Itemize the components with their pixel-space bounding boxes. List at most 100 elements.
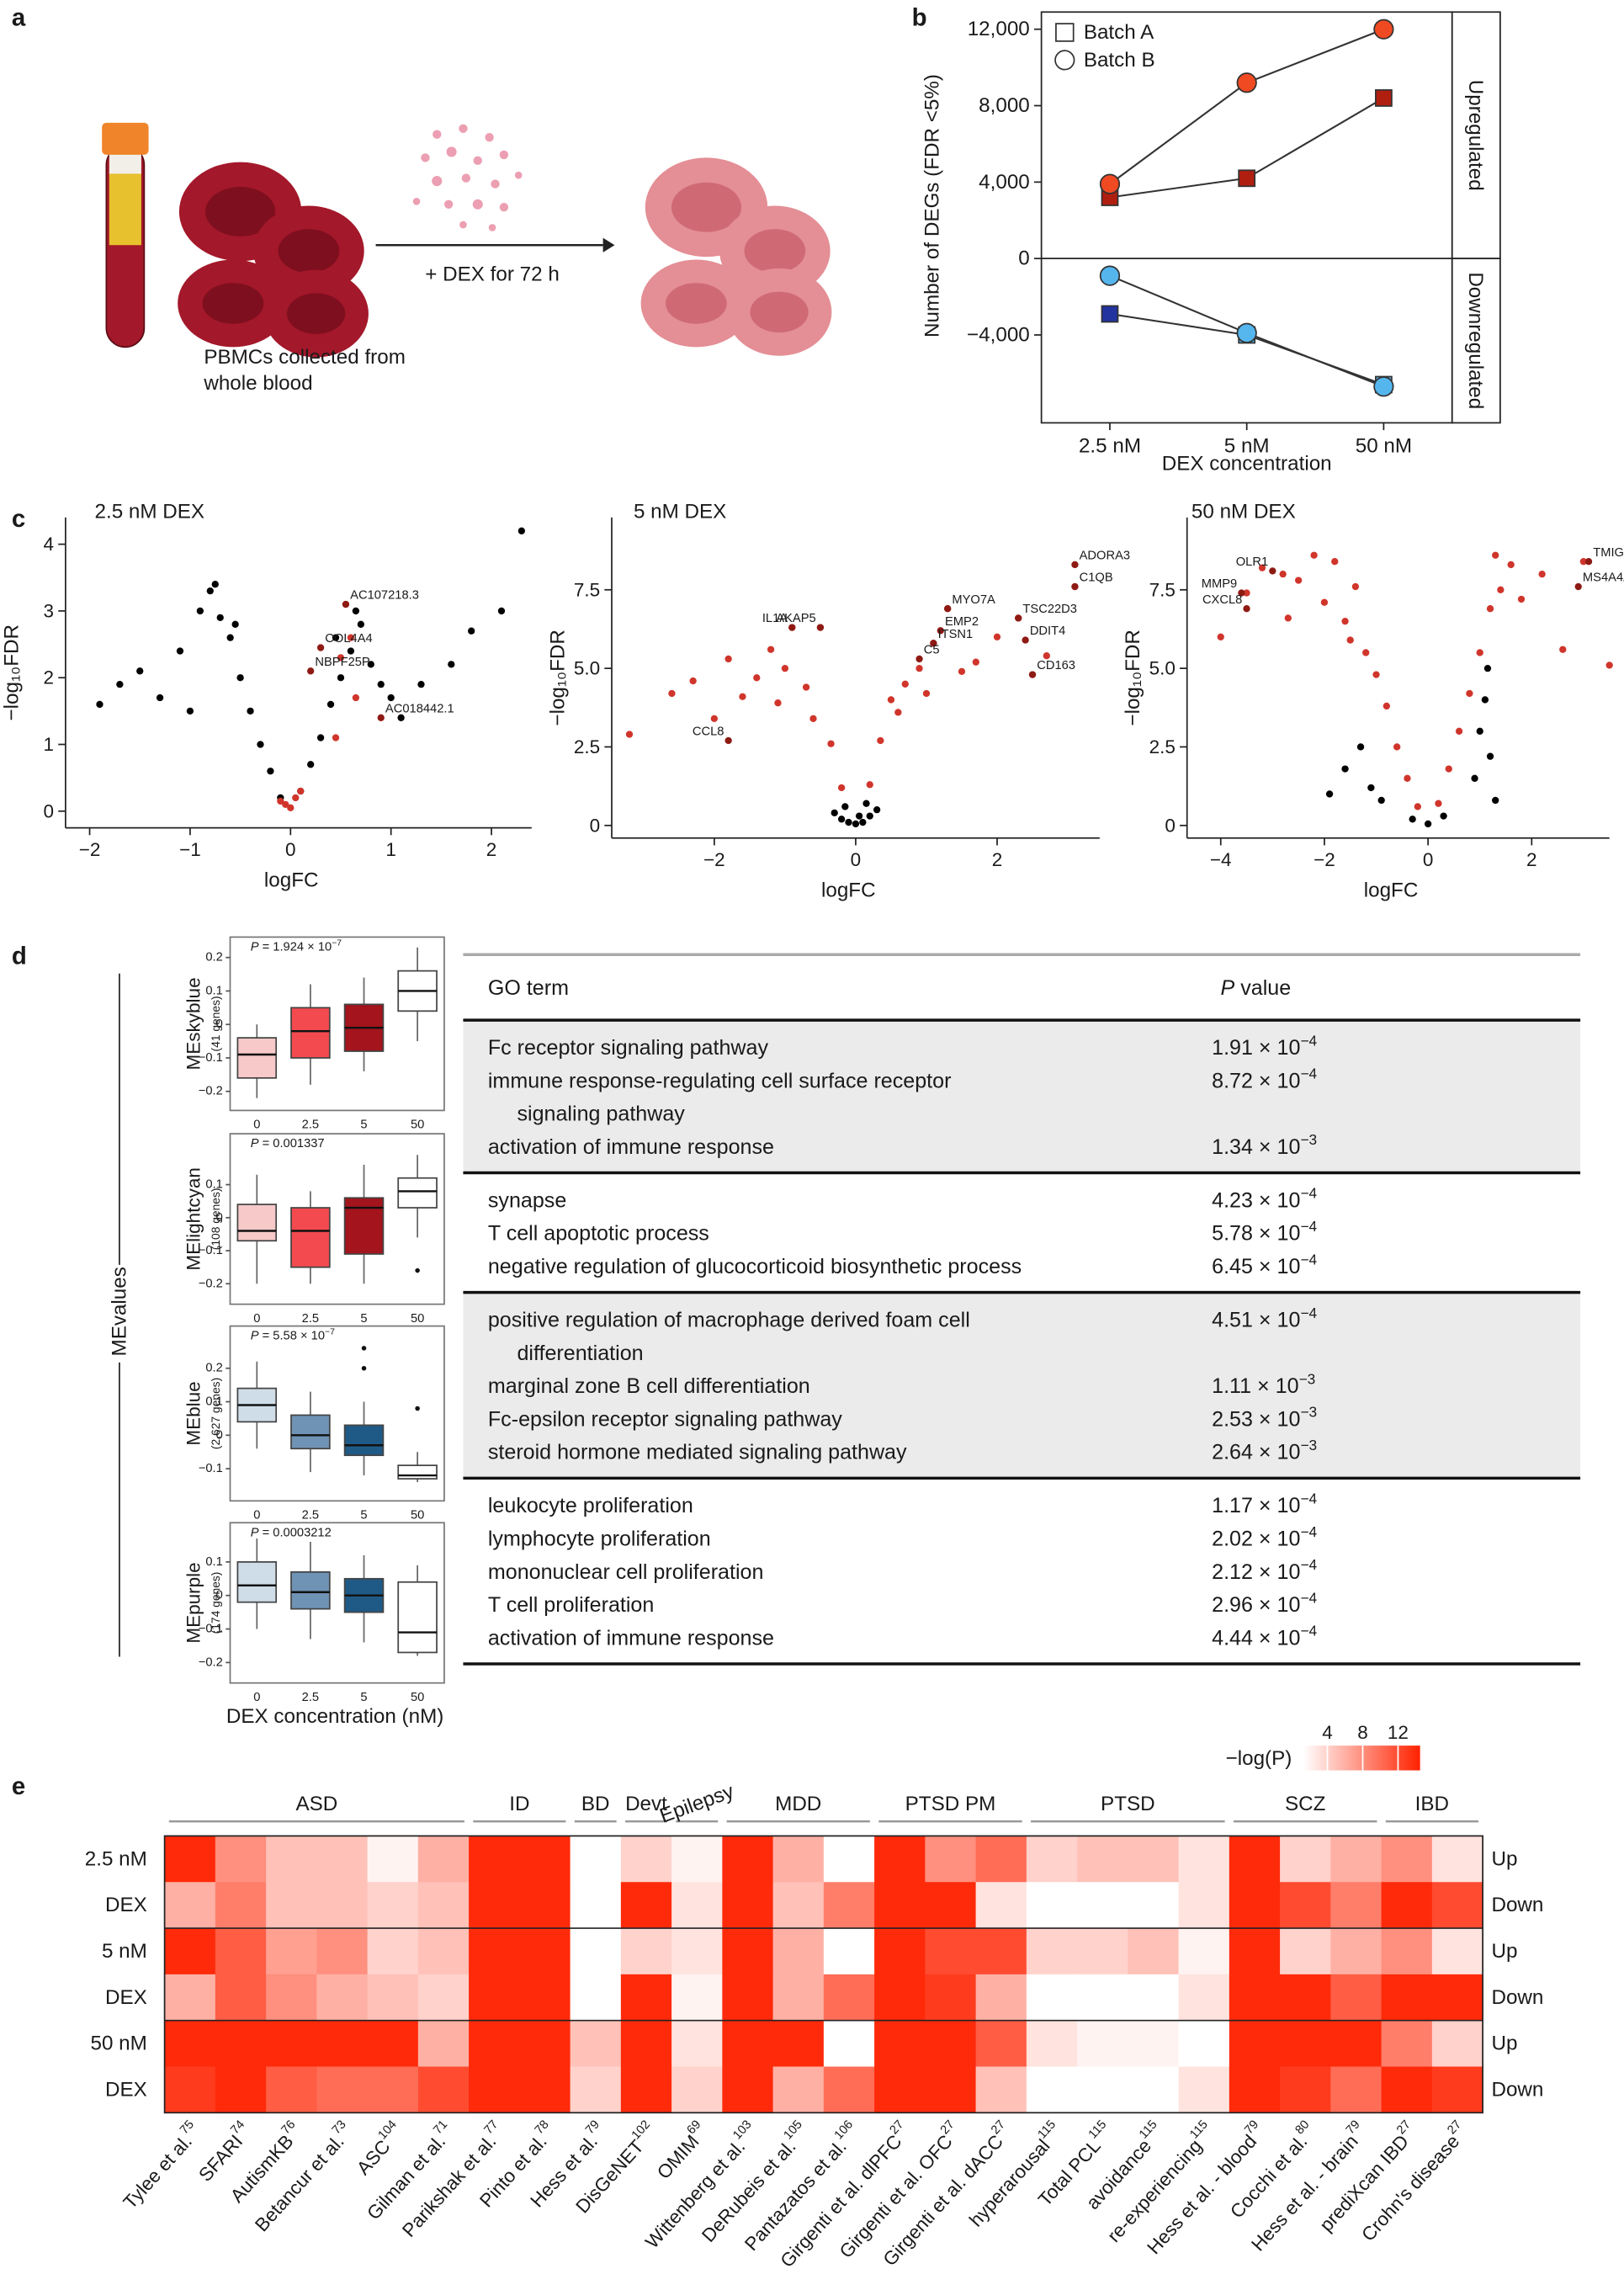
point [689,677,697,685]
marker [1236,322,1257,343]
row-group-label: 50 nM [91,2033,147,2055]
point [1486,605,1494,613]
table-header: P value [1221,976,1292,1000]
panel-letter: a [12,4,26,32]
point [915,664,923,672]
labeled-point [1071,561,1079,569]
point [257,741,264,748]
point [357,620,365,628]
row-group-label: 5 nM [102,1940,147,1963]
heat-cell [1178,1974,1230,2022]
point [226,634,234,641]
point [156,693,164,702]
column-group-label: ASD [295,1793,337,1815]
heat-cell [1280,1928,1331,1975]
x-tick-label: −1 [179,839,201,860]
heat-cell [469,1836,520,1883]
heat-cell [367,2066,419,2113]
heat-cell [266,1974,317,2022]
y-tick-label: 2.5 [1149,736,1176,757]
heat-cell [1229,1928,1281,1975]
heat-cell [570,2020,622,2068]
gene-label: C5 [924,644,940,657]
heat-cell [316,1928,369,1975]
legend-label: Batch B [1084,49,1155,72]
caption: PBMCs collected from [204,346,406,369]
point [1466,689,1473,698]
group-shade [463,1020,1581,1173]
column-group-label: ID [509,1793,529,1815]
heat-cell [417,1882,470,1929]
heat-cell [1229,2066,1281,2113]
colorbar [1303,1746,1420,1771]
heat-cell [1330,1974,1383,2022]
p-mantissa: 2.96 × 10 [1212,1593,1300,1617]
go-term: signaling pathway [517,1103,685,1126]
go-term: leukocyte proliferation [488,1494,693,1517]
point [116,680,124,688]
y-tick-label: 0.2 [205,951,222,964]
heat-cell [620,1836,672,1883]
heat-cell [1431,1928,1483,1975]
colorbar-label: −log(P) [1226,1747,1292,1770]
heat-cell [1128,2066,1180,2113]
chart-title: 2.5 nM DEX [95,501,205,523]
p-exponent: −4 [1300,1556,1317,1573]
p-value: 1.11 × 10−3 [1212,1370,1315,1398]
heat-cell [1431,2066,1483,2113]
point [316,734,325,741]
gene-label: C1QB [1080,571,1113,585]
point [448,661,455,668]
go-term: lymphocyte proliferation [488,1527,711,1550]
column-group-label: PTSD [1101,1793,1155,1815]
heat-cell [975,1882,1027,1929]
point [397,714,405,721]
y-tick-label: 0.1 [205,1178,222,1192]
y-tick-label: 0 [44,800,55,821]
row-label: Up [1491,2033,1517,2055]
point [216,614,224,622]
labeled-point [724,736,732,745]
heat-cell [772,2066,825,2113]
heat-cell [1077,1928,1128,1975]
point [417,680,425,688]
heat-cell [722,1836,774,1883]
x-tick-label: −2 [1314,849,1335,870]
point [1372,671,1380,678]
y-axis-label: −log₁₀FDR [546,630,569,725]
caption: whole blood [203,372,312,395]
labeled-point [307,667,315,675]
p-value: 4.51 × 10−4 [1212,1305,1317,1332]
x-tick-label: 50 nM [1356,435,1412,458]
heat-cell [1280,1974,1331,2022]
module-name: MEpurple [183,1562,204,1643]
heat-cell [975,2020,1027,2068]
y-tick-label: 8,000 [979,94,1030,117]
gene-label: MYO7A [952,593,995,607]
legend-marker [1054,50,1075,71]
heat-cell [570,1928,622,1975]
box [290,1414,331,1450]
p-mantissa: 5.78 × 10 [1212,1222,1300,1246]
heat-cell [925,2020,977,2068]
point [958,667,966,676]
heat-cell [1431,1882,1483,1929]
y-tick-label: 4,000 [979,171,1030,194]
y-tick-label: 5.0 [574,658,600,679]
go-term: marginal zone B cell differentiation [488,1374,810,1398]
heat-cell [1330,2066,1383,2113]
heat-cell [1026,2020,1078,2068]
labeled-point [915,655,923,663]
gene-label: CD163 [1037,659,1075,672]
heat-cell [570,1836,622,1883]
gene-label: ADORA3 [1080,550,1130,563]
heat-cell [671,2020,723,2068]
box [343,1197,385,1255]
y-tick-label: 1 [44,734,55,755]
point [297,787,305,795]
point [517,527,526,534]
heat-cell [316,1882,369,1929]
go-term: synapse [488,1188,566,1212]
heat-cell [1026,1974,1078,2022]
